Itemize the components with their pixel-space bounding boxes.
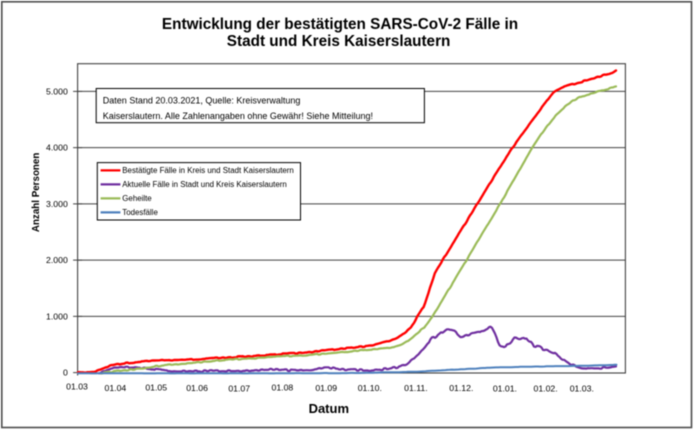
svg-text:01.12.: 01.12.: [449, 383, 473, 393]
svg-text:01.03: 01.03: [66, 382, 88, 392]
svg-text:2.000: 2.000: [46, 255, 68, 265]
svg-text:01.06: 01.06: [186, 383, 208, 393]
svg-text:5.000: 5.000: [46, 87, 68, 97]
svg-text:01.01.: 01.01.: [493, 384, 517, 394]
svg-text:Aktuelle Fälle in Stadt und Kr: Aktuelle Fälle in Stadt und Kreis Kaiser…: [122, 180, 286, 189]
svg-text:Entwicklung der bestätigten SA: Entwicklung der bestätigten SARS-CoV-2 F…: [162, 16, 518, 33]
svg-text:Datum: Datum: [309, 401, 349, 416]
svg-text:01.03.: 01.03.: [570, 383, 594, 393]
svg-text:01.02.: 01.02.: [534, 383, 558, 393]
svg-text:01.09: 01.09: [315, 383, 337, 393]
svg-text:Anzahl Personen: Anzahl Personen: [31, 153, 42, 232]
svg-text:01.05: 01.05: [145, 383, 167, 393]
svg-text:Stadt und Kreis Kaiserslautern: Stadt und Kreis Kaiserslautern: [227, 33, 451, 50]
svg-text:01.10.: 01.10.: [358, 383, 382, 393]
svg-text:1.000: 1.000: [46, 312, 68, 322]
svg-text:Daten Stand 20.03.2021, Quelle: Daten Stand 20.03.2021, Quelle: Kreisver…: [103, 96, 301, 106]
svg-text:3.000: 3.000: [46, 199, 68, 209]
svg-text:01.08: 01.08: [272, 382, 294, 392]
svg-text:Kaiserslautern. Alle Zahlenang: Kaiserslautern. Alle Zahlenangaben ohne …: [103, 111, 373, 121]
svg-text:Todesfälle: Todesfälle: [122, 208, 158, 217]
svg-text:01.07: 01.07: [228, 384, 250, 394]
svg-text:Geheilte: Geheilte: [122, 194, 152, 203]
svg-text:01.04: 01.04: [105, 383, 127, 393]
svg-text:01.11.: 01.11.: [404, 383, 428, 393]
svg-text:Bestätigte Fälle in Kreis und: Bestätigte Fälle in Kreis und Stadt Kais…: [122, 166, 293, 175]
svg-text:0: 0: [63, 368, 68, 378]
svg-text:4.000: 4.000: [46, 143, 68, 153]
